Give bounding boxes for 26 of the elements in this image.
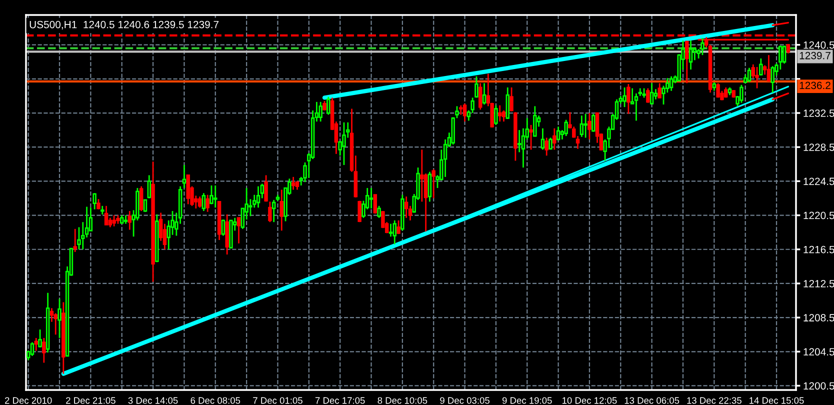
x-tick-label: 2 Dec 21:05 — [66, 397, 116, 404]
x-tick-label: 13 Dec 22:35 — [687, 397, 742, 404]
x-tick-label: 6 Dec 08:05 — [190, 397, 240, 404]
y-tick-label: 1212.5 — [804, 280, 834, 288]
x-tick-label: 8 Dec 10:05 — [378, 397, 428, 404]
x-tick-label: 9 Dec 19:05 — [502, 397, 552, 404]
x-tick-label: 13 Dec 06:05 — [624, 397, 680, 404]
x-tick-label: 7 Dec 17:05 — [315, 397, 365, 404]
x-tick-label: 14 Dec 15:05 — [750, 397, 804, 404]
ref-line-label: 1239.7 — [800, 52, 830, 60]
y-tick-label: 1208.5 — [804, 314, 834, 322]
y-tick-label: 1224.5 — [804, 178, 834, 186]
y-tick-label: 1220.5 — [804, 212, 834, 220]
y-tick-label: 1240.5 — [804, 41, 834, 49]
x-tick-label: 3 Dec 14:05 — [128, 397, 178, 404]
y-tick-label: 1216.5 — [804, 246, 834, 254]
y-tick-label: 1228.5 — [804, 144, 834, 151]
y-tick-label: 1200.5 — [804, 382, 834, 390]
ref-line-label: 1236.2 — [800, 82, 830, 90]
x-tick-label: 2 Dec 2010 — [5, 397, 52, 404]
y-tick-label: 1232.5 — [804, 110, 834, 117]
chart-title: US500,H1 1240.5 1240.6 1239.5 1239.7 — [30, 20, 219, 30]
y-tick-label: 1204.5 — [804, 348, 834, 356]
x-tick-label: 7 Dec 01:05 — [253, 397, 302, 404]
x-tick-label: 10 Dec 12:05 — [562, 397, 617, 404]
x-tick-label: 9 Dec 03:05 — [440, 397, 490, 404]
